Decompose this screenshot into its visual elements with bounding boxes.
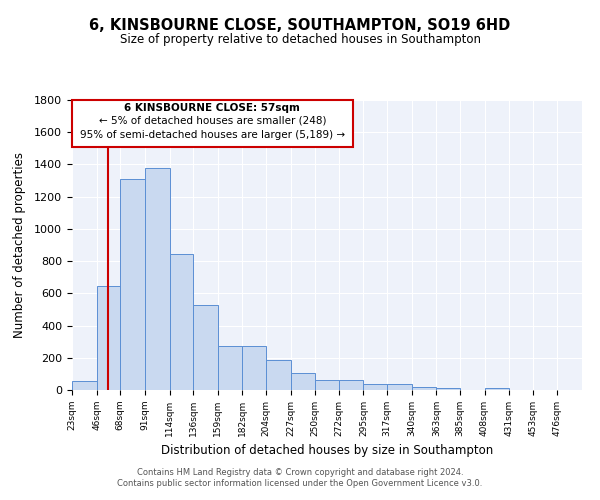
Y-axis label: Number of detached properties: Number of detached properties <box>13 152 26 338</box>
Bar <box>339 380 364 390</box>
Text: Contains HM Land Registry data © Crown copyright and database right 2024.
Contai: Contains HM Land Registry data © Crown c… <box>118 468 482 487</box>
Text: 95% of semi-detached houses are larger (5,189) →: 95% of semi-detached houses are larger (… <box>80 130 345 140</box>
X-axis label: Distribution of detached houses by size in Southampton: Distribution of detached houses by size … <box>161 444 493 458</box>
Text: Size of property relative to detached houses in Southampton: Size of property relative to detached ho… <box>119 32 481 46</box>
Bar <box>120 179 145 390</box>
Bar <box>242 346 266 390</box>
Text: 6 KINSBOURNE CLOSE: 57sqm: 6 KINSBOURNE CLOSE: 57sqm <box>124 103 300 113</box>
Bar <box>364 384 387 390</box>
Bar <box>72 381 97 390</box>
Bar <box>97 286 120 390</box>
Bar <box>387 384 412 390</box>
Bar <box>436 388 460 390</box>
Bar <box>170 254 193 390</box>
Bar <box>218 346 242 390</box>
FancyBboxPatch shape <box>72 100 353 146</box>
Bar <box>290 373 315 390</box>
Bar <box>315 380 339 390</box>
Bar <box>266 360 290 390</box>
Bar <box>145 168 170 390</box>
Bar <box>193 304 218 390</box>
Text: 6, KINSBOURNE CLOSE, SOUTHAMPTON, SO19 6HD: 6, KINSBOURNE CLOSE, SOUTHAMPTON, SO19 6… <box>89 18 511 32</box>
Bar <box>485 388 509 390</box>
Text: ← 5% of detached houses are smaller (248): ← 5% of detached houses are smaller (248… <box>98 116 326 126</box>
Bar <box>412 387 436 390</box>
